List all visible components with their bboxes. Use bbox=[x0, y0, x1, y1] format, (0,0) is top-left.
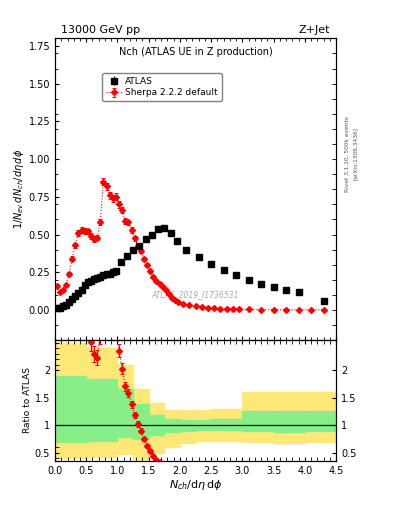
Text: 13000 GeV pp: 13000 GeV pp bbox=[61, 26, 140, 35]
Text: Nch (ATLAS UE in Z production): Nch (ATLAS UE in Z production) bbox=[119, 48, 272, 57]
Text: Rivet 3.1.10, 500k events: Rivet 3.1.10, 500k events bbox=[345, 116, 350, 191]
Y-axis label: Ratio to ATLAS: Ratio to ATLAS bbox=[23, 368, 32, 434]
X-axis label: $N_{ch}/\mathrm{d}\eta\,\mathrm{d}\phi$: $N_{ch}/\mathrm{d}\eta\,\mathrm{d}\phi$ bbox=[169, 478, 222, 493]
Y-axis label: $1/N_{ev}\, dN_{ch}/d\eta\, d\phi$: $1/N_{ev}\, dN_{ch}/d\eta\, d\phi$ bbox=[12, 149, 26, 229]
Text: [arXiv:1306.3436]: [arXiv:1306.3436] bbox=[353, 127, 358, 180]
Text: ATLAS_2019_I1736531: ATLAS_2019_I1736531 bbox=[152, 290, 239, 300]
Text: Z+Jet: Z+Jet bbox=[299, 26, 331, 35]
Legend: ATLAS, Sherpa 2.2.2 default: ATLAS, Sherpa 2.2.2 default bbox=[102, 73, 222, 101]
